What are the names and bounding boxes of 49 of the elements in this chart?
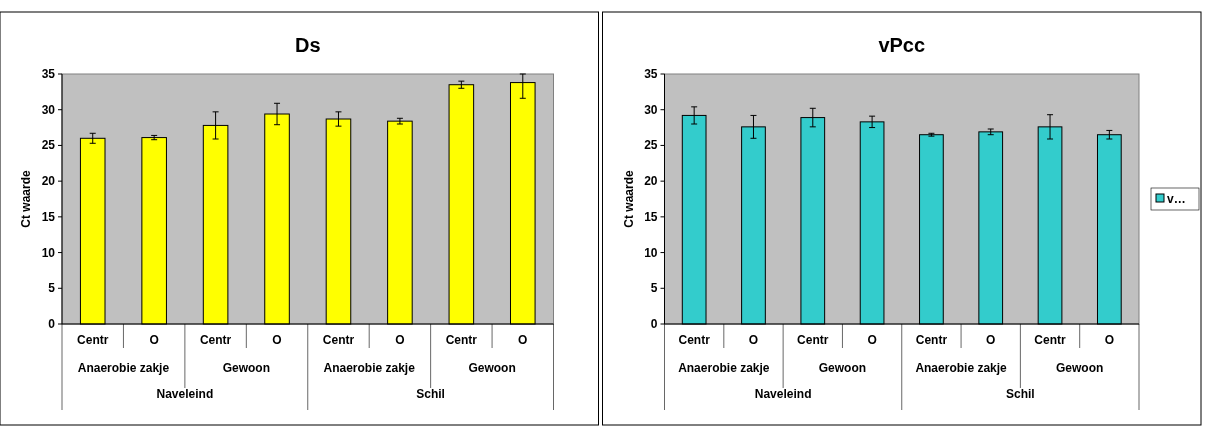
y-tick-label: 5 [650, 281, 658, 296]
text: Naveleind [156, 387, 214, 401]
text: Gewoon [222, 361, 270, 375]
y-tick-label: 30 [41, 102, 56, 117]
x-tick-label: Centr [797, 333, 829, 347]
x-tick-label: O [149, 333, 159, 347]
y-tick-label: 25 [644, 138, 658, 153]
text: Anaerobie zakje [77, 361, 170, 375]
y-tick-label: 10 [41, 245, 56, 260]
x-tick-label: Centr [199, 333, 232, 347]
y-tick-label: 10 [644, 245, 658, 260]
x-tick-label: Centr [322, 333, 355, 347]
x-tick-label: O [1104, 333, 1115, 347]
text: Schil [416, 387, 445, 401]
text: Naveleind [754, 387, 812, 401]
y-tick-label: 5 [48, 281, 56, 296]
y-tick-label: 35 [644, 67, 658, 81]
text: Gewoon [468, 361, 516, 375]
x-tick-label: Centr [1034, 333, 1067, 347]
text: Anaerobie zakje [678, 361, 770, 375]
x-tick-label: O [518, 333, 528, 347]
y-axis-title: Ct waarde [19, 170, 33, 228]
x-tick-label: Centr [445, 333, 478, 347]
y-tick-label: 15 [644, 209, 658, 224]
text: Gewoon [818, 361, 867, 375]
x-tick-label: O [395, 333, 405, 347]
text: Anaerobie zakje [915, 361, 1008, 375]
text: Gewoon [1056, 361, 1104, 375]
y-tick-label: 15 [41, 209, 56, 224]
x-tick-label: Centr [77, 333, 109, 347]
x-tick-label: O [867, 333, 877, 347]
x-tick-label: O [272, 333, 282, 347]
y-axis-title: Ct waarde [621, 170, 636, 228]
x-tick-label: Centr [915, 333, 948, 347]
y-tick-label: 0 [48, 317, 56, 331]
y-tick-label: 35 [41, 67, 56, 81]
y-tick-label: 25 [41, 138, 56, 153]
x-tick-label: Centr [678, 333, 711, 347]
text: Schil [1006, 387, 1035, 401]
x-tick-label: O [986, 333, 996, 347]
chart-title: Ds [294, 34, 321, 56]
y-tick-label: 20 [644, 174, 658, 189]
x-tick-label: O [748, 333, 759, 347]
y-tick-label: 20 [41, 174, 56, 189]
y-tick-label: 0 [650, 317, 658, 331]
text: Anaerobie zakje [323, 361, 416, 375]
chart-title: vPcc [878, 34, 926, 56]
y-tick-label: 30 [644, 102, 658, 117]
legend-label: v… [1167, 192, 1186, 206]
